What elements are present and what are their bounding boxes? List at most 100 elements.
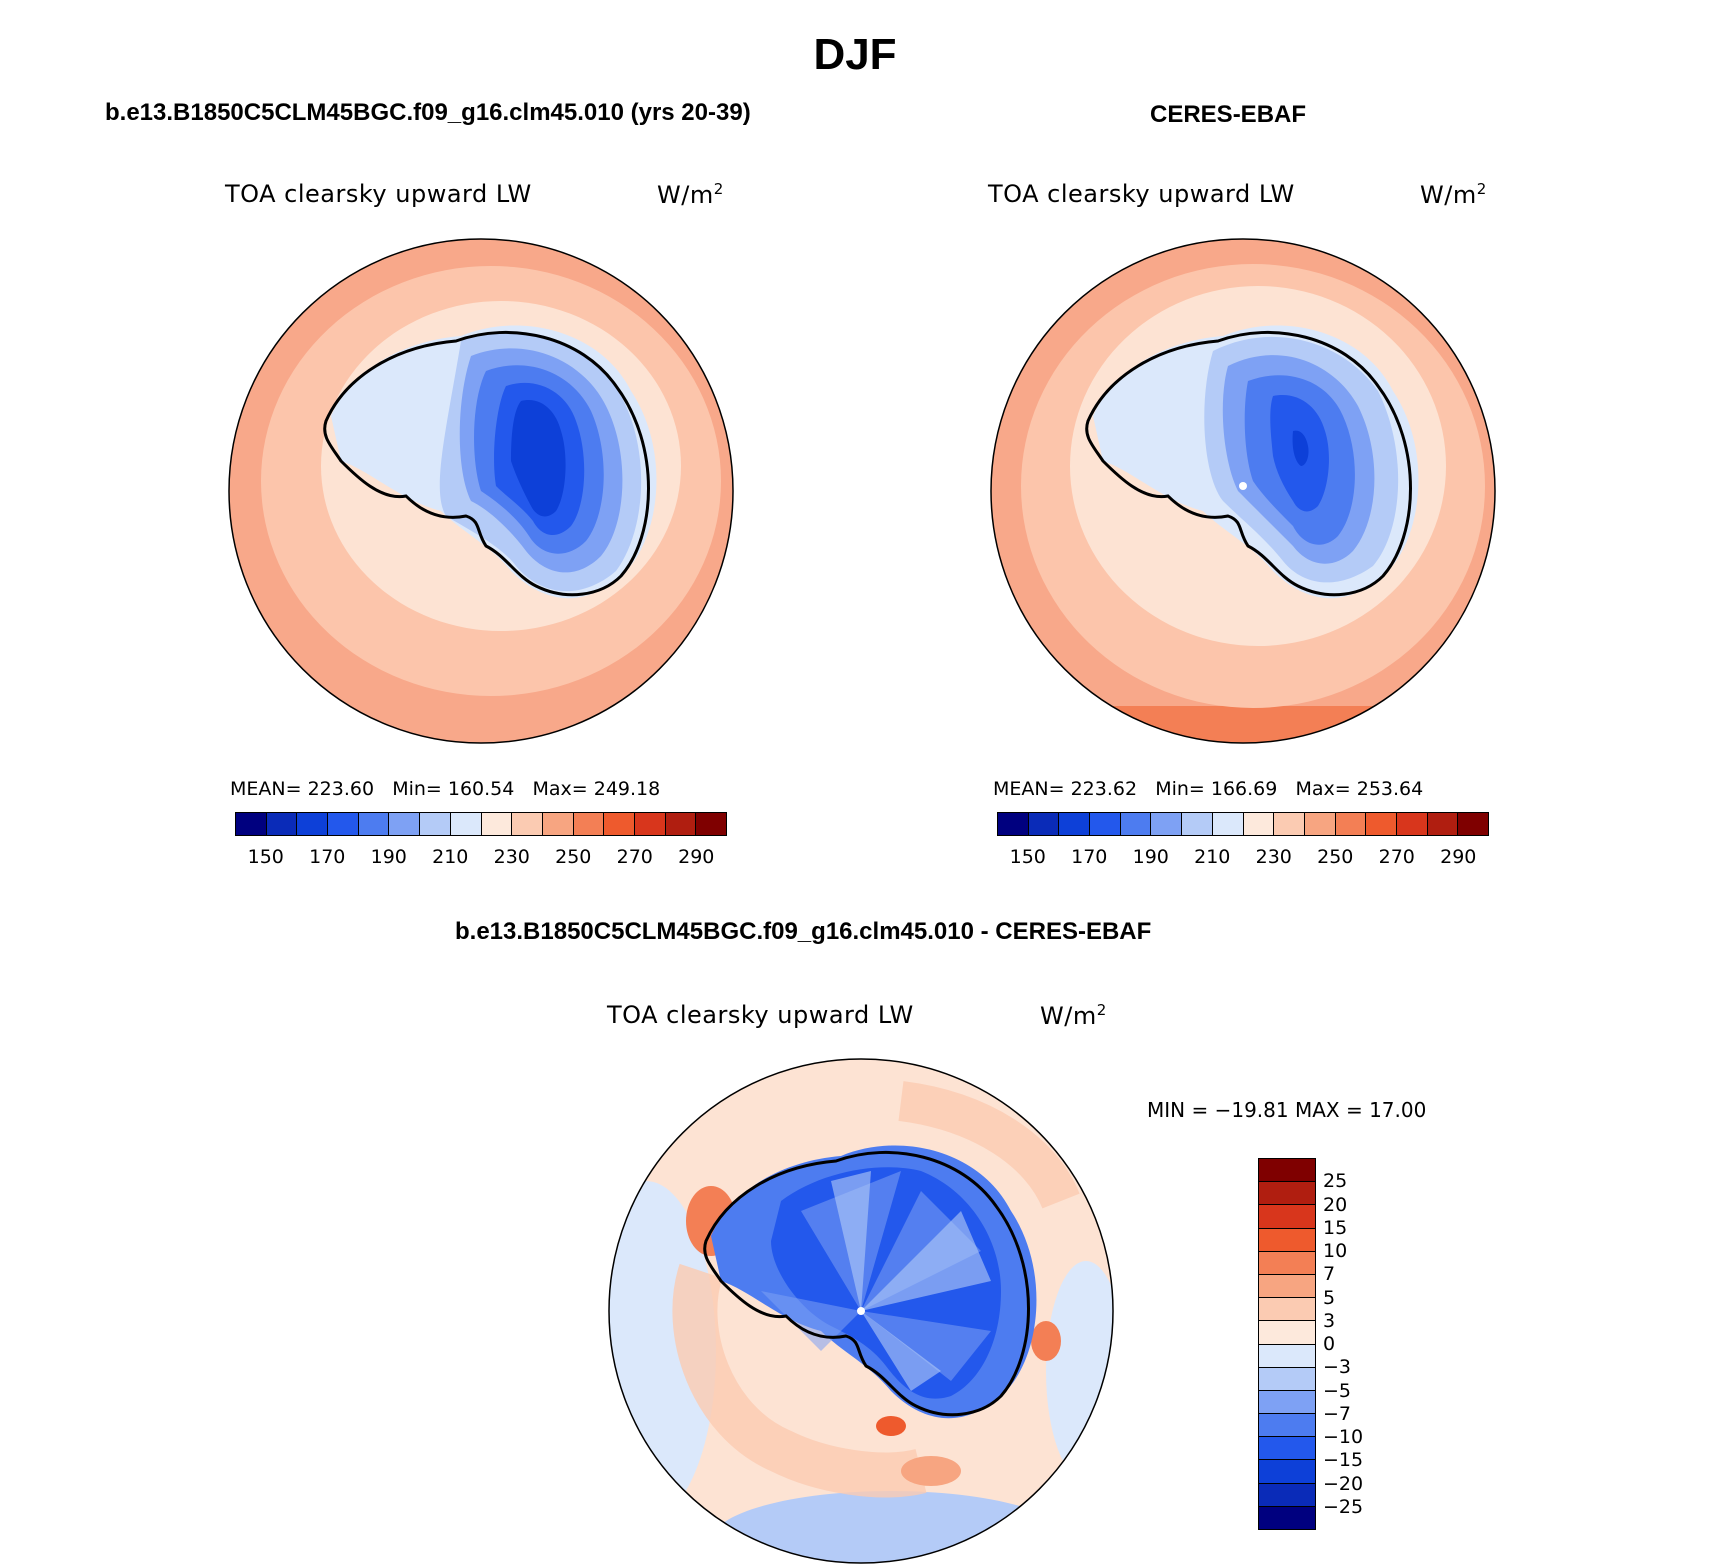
- panel3-colorbar-labels: 25 20 15 10 7 5 3 0 −3 −5 −7 −10 −15 −20 −25: [1323, 1158, 1403, 1530]
- colorbar-tick-label: 0: [1323, 1333, 1336, 1355]
- colorbar-swatch: [1335, 813, 1367, 835]
- panel2-stats: MEAN= 223.62 Min= 166.69 Max= 253.64: [993, 778, 1424, 800]
- panel3-minmax: MIN = −19.81 MAX = 17.00: [1147, 1098, 1427, 1122]
- colorbar-swatch: [1090, 813, 1121, 835]
- colorbar-swatch: [512, 813, 543, 835]
- panel2-variable-label: TOA clearsky upward LW: [988, 180, 1295, 208]
- panel3-units: W/m2: [1040, 1001, 1107, 1030]
- colorbar-tick-label: 190: [1132, 846, 1169, 868]
- colorbar-swatch: [1259, 1182, 1315, 1206]
- colorbar-tick-label: 3: [1323, 1309, 1336, 1332]
- colorbar-tick-label: 270: [1378, 846, 1415, 868]
- panel2-colorbar-labels: 150 170 190 210 230 250 270 290: [997, 846, 1489, 870]
- colorbar-swatch: [1259, 1367, 1315, 1391]
- colorbar-tick-label: 170: [309, 846, 346, 868]
- colorbar-swatch: [297, 813, 329, 835]
- colorbar-swatch: [1212, 813, 1244, 835]
- colorbar-swatch: [1259, 1274, 1315, 1299]
- panel1-colorbar-labels: 150 170 190 210 230 250 270 290: [235, 846, 727, 870]
- colorbar-swatch: [450, 813, 482, 835]
- colorbar-tick-label: 230: [493, 846, 530, 868]
- colorbar-swatch: [358, 813, 390, 835]
- panel2-units: W/m2: [1420, 180, 1487, 209]
- colorbar-swatch: [1458, 813, 1488, 835]
- colorbar-tick-label: 25: [1323, 1170, 1348, 1193]
- colorbar-tick-label: 20: [1323, 1193, 1348, 1216]
- colorbar-swatch: [1259, 1228, 1315, 1252]
- panel1-polar-map: [228, 238, 734, 744]
- colorbar-swatch: [1304, 813, 1336, 835]
- panel3-polar-map: [608, 1058, 1114, 1564]
- panel3-colorbar: [1258, 1158, 1316, 1530]
- colorbar-tick-label: 15: [1323, 1216, 1348, 1239]
- colorbar-tick-label: −7: [1323, 1402, 1352, 1425]
- colorbar-swatch: [542, 813, 574, 835]
- colorbar-swatch: [1059, 813, 1091, 835]
- colorbar-tick-label: −15: [1323, 1449, 1364, 1472]
- panel3-variable-label: TOA clearsky upward LW: [607, 1001, 914, 1029]
- colorbar-swatch: [634, 813, 666, 835]
- colorbar-swatch: [604, 813, 635, 835]
- colorbar-tick-label: 7: [1323, 1263, 1336, 1286]
- colorbar-swatch: [1259, 1251, 1315, 1275]
- colorbar-tick-label: 5: [1323, 1286, 1336, 1309]
- colorbar-swatch: [696, 813, 726, 835]
- colorbar-swatch: [266, 813, 298, 835]
- panel2-colorbar: [997, 812, 1489, 836]
- colorbar-swatch: [1259, 1414, 1315, 1438]
- panel2-polar-map: [990, 238, 1496, 744]
- colorbar-tick-label: 190: [370, 846, 407, 868]
- colorbar-swatch: [328, 813, 359, 835]
- colorbar-swatch: [665, 813, 697, 835]
- colorbar-swatch: [1243, 813, 1275, 835]
- colorbar-swatch: [1259, 1321, 1315, 1345]
- colorbar-tick-label: 10: [1323, 1240, 1348, 1262]
- colorbar-swatch: [1259, 1437, 1315, 1461]
- colorbar-swatch: [1259, 1159, 1315, 1183]
- colorbar-swatch: [420, 813, 451, 835]
- colorbar-tick-label: 230: [1255, 846, 1292, 868]
- colorbar-tick-label: −25: [1323, 1495, 1364, 1518]
- colorbar-swatch: [1259, 1205, 1315, 1229]
- colorbar-swatch: [1274, 813, 1305, 835]
- colorbar-tick-label: 150: [247, 846, 284, 868]
- colorbar-tick-label: 290: [1440, 846, 1477, 868]
- colorbar-swatch: [481, 813, 513, 835]
- colorbar-swatch: [998, 813, 1029, 835]
- panel1-variable-label: TOA clearsky upward LW: [225, 180, 532, 208]
- panel1-units: W/m2: [657, 180, 724, 209]
- panel1-title: b.e13.B1850C5CLM45BGC.f09_g16.clm45.010 …: [105, 99, 751, 126]
- colorbar-swatch: [1259, 1390, 1315, 1415]
- colorbar-swatch: [1259, 1506, 1315, 1529]
- colorbar-swatch: [1151, 813, 1183, 835]
- colorbar-tick-label: −3: [1323, 1356, 1352, 1379]
- panel2-title: CERES-EBAF: [1150, 101, 1307, 128]
- colorbar-tick-label: 150: [1009, 846, 1046, 868]
- colorbar-swatch: [236, 813, 267, 835]
- panel1-colorbar: [235, 812, 727, 836]
- panel3-title: b.e13.B1850C5CLM45BGC.f09_g16.clm45.010 …: [455, 918, 1152, 945]
- colorbar-tick-label: −10: [1323, 1426, 1364, 1448]
- colorbar-swatch: [1366, 813, 1397, 835]
- colorbar-tick-label: 210: [432, 846, 469, 868]
- colorbar-swatch: [1259, 1298, 1315, 1322]
- colorbar-swatch: [1259, 1460, 1315, 1484]
- colorbar-tick-label: −5: [1323, 1379, 1352, 1402]
- colorbar-tick-label: 270: [616, 846, 653, 868]
- panel1-stats: MEAN= 223.60 Min= 160.54 Max= 249.18: [230, 778, 661, 800]
- colorbar-swatch: [1120, 813, 1152, 835]
- colorbar-tick-label: 290: [678, 846, 715, 868]
- figure-title: DJF: [813, 30, 897, 79]
- colorbar-swatch: [1182, 813, 1213, 835]
- colorbar-swatch: [1259, 1483, 1315, 1507]
- colorbar-tick-label: 170: [1071, 846, 1108, 868]
- colorbar-swatch: [573, 813, 605, 835]
- colorbar-tick-label: 250: [1317, 846, 1354, 868]
- colorbar-swatch: [1396, 813, 1428, 835]
- colorbar-swatch: [1427, 813, 1459, 835]
- colorbar-tick-label: 250: [555, 846, 592, 868]
- colorbar-swatch: [1028, 813, 1060, 835]
- colorbar-tick-label: −20: [1323, 1472, 1364, 1495]
- colorbar-swatch: [1259, 1344, 1315, 1368]
- colorbar-swatch: [389, 813, 421, 835]
